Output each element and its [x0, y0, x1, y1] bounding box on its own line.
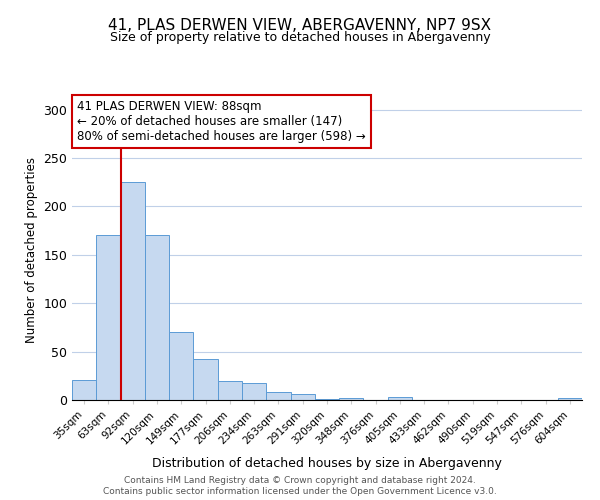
Bar: [121, 182, 145, 400]
Text: Contains HM Land Registry data © Crown copyright and database right 2024.: Contains HM Land Registry data © Crown c…: [124, 476, 476, 485]
Bar: [388, 397, 412, 400]
Bar: [218, 380, 242, 400]
Bar: [145, 234, 169, 400]
Bar: [96, 236, 121, 400]
Bar: [266, 392, 290, 400]
Bar: [169, 332, 193, 400]
X-axis label: Distribution of detached houses by size in Abergavenny: Distribution of detached houses by size …: [152, 457, 502, 470]
Bar: [315, 399, 339, 400]
Text: 41, PLAS DERWEN VIEW, ABERGAVENNY, NP7 9SX: 41, PLAS DERWEN VIEW, ABERGAVENNY, NP7 9…: [109, 18, 491, 32]
Text: Size of property relative to detached houses in Abergavenny: Size of property relative to detached ho…: [110, 31, 490, 44]
Bar: [193, 360, 218, 400]
Bar: [558, 398, 582, 400]
Bar: [72, 380, 96, 400]
Bar: [290, 394, 315, 400]
Text: Contains public sector information licensed under the Open Government Licence v3: Contains public sector information licen…: [103, 488, 497, 496]
Bar: [242, 382, 266, 400]
Y-axis label: Number of detached properties: Number of detached properties: [25, 157, 38, 343]
Bar: [339, 398, 364, 400]
Text: 41 PLAS DERWEN VIEW: 88sqm
← 20% of detached houses are smaller (147)
80% of sem: 41 PLAS DERWEN VIEW: 88sqm ← 20% of deta…: [77, 100, 366, 143]
